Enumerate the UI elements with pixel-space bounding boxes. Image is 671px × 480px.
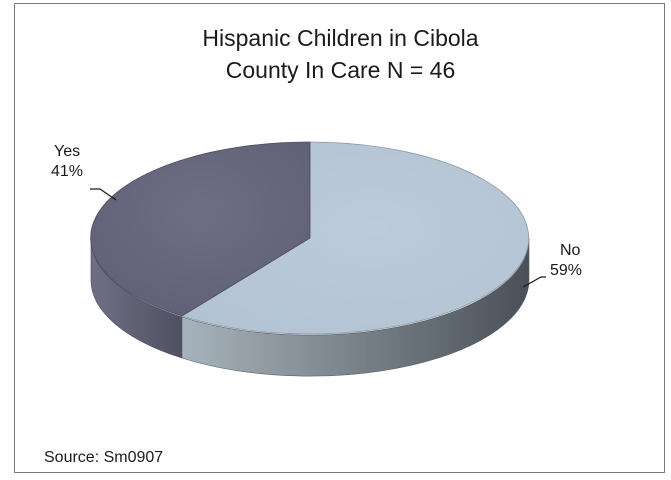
source-note: Source: Sm0907 (44, 449, 164, 466)
data-label-yes-pct: 41% (51, 163, 84, 180)
data-label-no-name: No (560, 242, 581, 259)
pie-chart (90, 141, 546, 377)
data-label-yes: Yes 41% (51, 142, 83, 182)
data-label-yes-name: Yes (54, 143, 81, 160)
data-label-no-pct: 59% (550, 262, 583, 279)
data-label-no: No 59% (550, 241, 582, 281)
chart-frame: Hispanic Children in Cibola County In Ca… (14, 3, 665, 473)
pie-slice-no (181, 141, 530, 335)
leader-line-no (522, 276, 546, 288)
chart-title: Hispanic Children in Cibola County In Ca… (15, 22, 666, 86)
chart-title-line-1: Hispanic Children in Cibola (202, 25, 479, 51)
pie-slice-yes (90, 141, 311, 317)
pie-side-no (181, 237, 530, 377)
leader-line-yes (90, 188, 117, 201)
chart-title-line-2: County In Care N = 46 (225, 57, 456, 83)
